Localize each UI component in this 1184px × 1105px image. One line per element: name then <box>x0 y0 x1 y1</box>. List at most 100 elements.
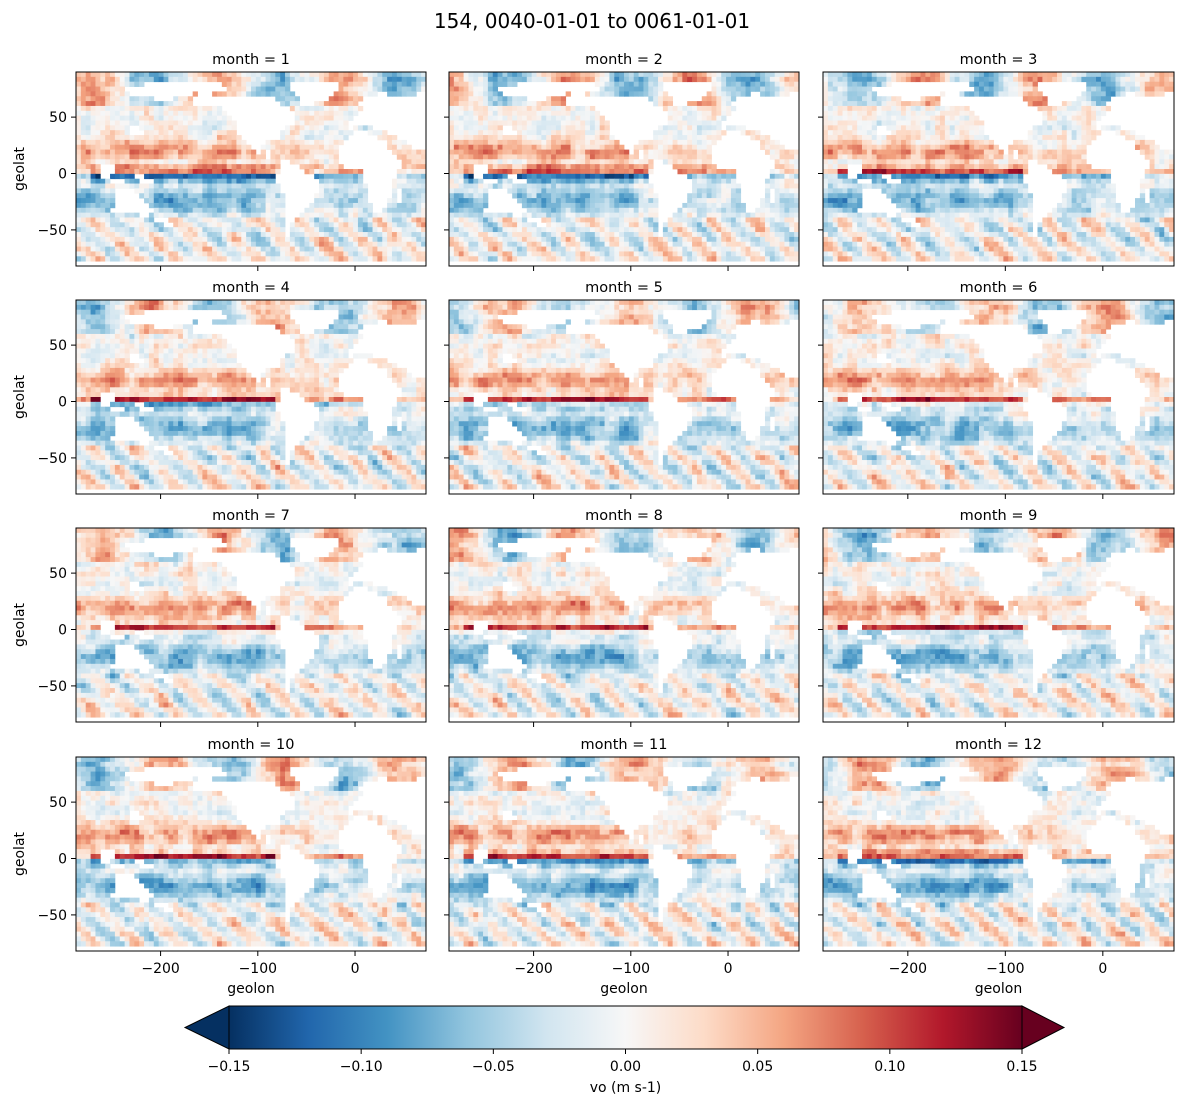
field-cell <box>707 174 712 179</box>
field-cell <box>527 198 532 203</box>
field-cell <box>110 135 115 140</box>
field-cell <box>537 150 542 155</box>
field-cell <box>314 169 319 174</box>
field-cell <box>100 256 105 261</box>
field-cell <box>304 72 309 77</box>
field-cell <box>363 72 368 77</box>
field-cell <box>697 218 702 223</box>
field-cell <box>144 188 149 193</box>
field-cell <box>275 256 280 261</box>
field-cell <box>178 203 183 208</box>
field-cell <box>105 227 110 232</box>
field-cell <box>363 91 368 96</box>
field-cell <box>236 164 241 169</box>
field-cell <box>532 213 537 218</box>
field-cell <box>280 72 285 77</box>
field-cell <box>585 125 590 130</box>
field-cell <box>188 251 193 256</box>
field-cell <box>183 130 188 135</box>
field-cell <box>517 188 522 193</box>
field-cell <box>295 247 300 252</box>
field-cell <box>673 130 678 135</box>
field-cell <box>551 96 556 101</box>
field-cell <box>110 154 115 159</box>
field-cell <box>139 154 144 159</box>
field-cell <box>236 213 241 218</box>
field-cell <box>449 135 454 140</box>
field-cell <box>473 222 478 227</box>
field-cell <box>319 159 324 164</box>
field-cell <box>473 227 478 232</box>
field-cell <box>468 82 473 87</box>
field-cell <box>207 111 212 116</box>
field-cell <box>468 140 473 145</box>
field-cell <box>343 203 348 208</box>
field-cell <box>76 72 81 77</box>
field-cell <box>353 72 358 77</box>
field-cell <box>324 111 329 116</box>
field-cell <box>110 174 115 179</box>
field-cell <box>270 169 275 174</box>
field-cell <box>551 116 556 121</box>
field-cell <box>183 203 188 208</box>
field-cell <box>755 130 760 135</box>
field-cell <box>164 154 169 159</box>
field-cell <box>736 222 741 227</box>
field-cell <box>459 116 464 121</box>
field-cell <box>726 222 731 227</box>
field-cell <box>643 179 648 184</box>
field-cell <box>392 140 397 145</box>
field-cell <box>168 106 173 111</box>
field-cell <box>324 179 329 184</box>
field-cell <box>241 227 246 232</box>
field-cell <box>541 227 546 232</box>
field-cell <box>207 232 212 237</box>
field-cell <box>397 222 402 227</box>
field-cell <box>173 145 178 150</box>
field-cell <box>634 208 639 213</box>
field-cell <box>168 150 173 155</box>
field-cell <box>639 82 644 87</box>
field-cell <box>493 222 498 227</box>
field-cell <box>407 242 412 247</box>
field-cell <box>314 116 319 121</box>
field-cell <box>95 159 100 164</box>
field-cell <box>624 213 629 218</box>
field-cell <box>81 96 86 101</box>
field-cell <box>411 247 416 252</box>
field-cell <box>285 256 290 261</box>
field-cell <box>183 164 188 169</box>
field-cell <box>517 77 522 82</box>
field-cell <box>314 193 319 198</box>
field-cell <box>246 184 251 189</box>
field-cell <box>232 125 237 130</box>
field-cell <box>697 111 702 116</box>
field-cell <box>459 174 464 179</box>
field-cell <box>459 87 464 92</box>
field-cell <box>770 145 775 150</box>
field-cell <box>765 179 770 184</box>
field-cell <box>105 193 110 198</box>
field-cell <box>95 198 100 203</box>
field-cell <box>624 164 629 169</box>
field-cell <box>207 256 212 261</box>
field-cell <box>198 193 203 198</box>
field-cell <box>139 159 144 164</box>
field-cell <box>784 91 789 96</box>
field-cell <box>105 72 110 77</box>
field-cell <box>377 130 382 135</box>
field-cell <box>493 154 498 159</box>
field-cell <box>173 154 178 159</box>
field-cell <box>677 164 682 169</box>
field-cell <box>193 130 198 135</box>
field-cell <box>648 218 653 223</box>
field-cell <box>605 184 610 189</box>
field-cell <box>363 237 368 242</box>
field-cell <box>551 164 556 169</box>
field-cell <box>91 198 96 203</box>
field-cell <box>600 72 605 77</box>
field-cell <box>605 203 610 208</box>
field-cell <box>527 213 532 218</box>
field-cell <box>348 251 353 256</box>
field-cell <box>707 116 712 121</box>
